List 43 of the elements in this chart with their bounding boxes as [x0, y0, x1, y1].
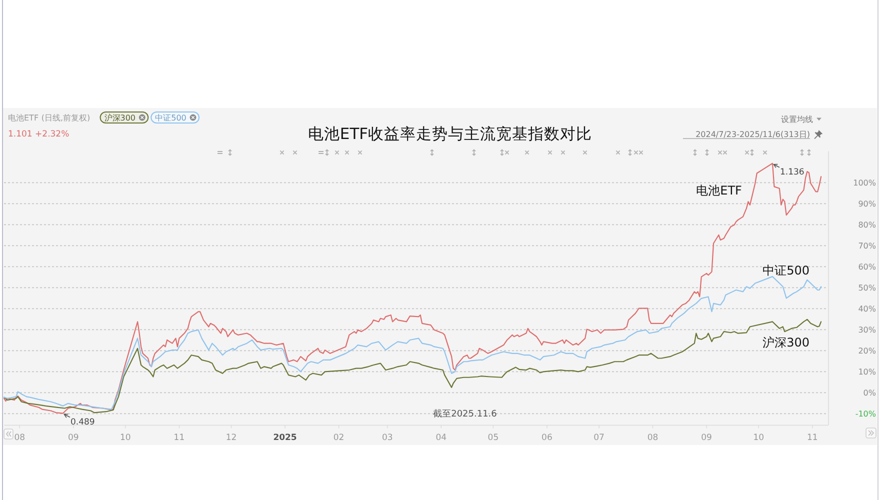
x-tick-label: 09	[701, 433, 712, 443]
line-series	[3, 276, 822, 410]
x-tick-label: 2025	[273, 433, 297, 443]
text: 2024/7/23-2025/11/6(313日)	[696, 130, 810, 139]
y-tick-label: 70%	[858, 242, 876, 251]
x-tick-label: 10	[120, 433, 131, 443]
text: (日线,前复权)	[41, 114, 90, 122]
x-tick-label: 05	[488, 433, 499, 443]
x-tick-label: 07	[594, 433, 604, 443]
x-tick-label: 03	[382, 433, 393, 443]
annotation: 1.136	[780, 167, 804, 178]
y-tick-label: 40%	[858, 304, 876, 314]
y-tick-label: 80%	[858, 220, 876, 230]
x-tick-label: 04	[436, 433, 447, 443]
y-tick-label: 30%	[858, 326, 876, 335]
series-label: 沪深300	[762, 336, 810, 350]
text: 中证500	[155, 114, 186, 122]
text: 沪深300	[104, 114, 136, 122]
x-tick-label: 06	[542, 433, 552, 443]
annotation: 截至2025.11.6	[433, 408, 498, 420]
x-tick-label: 08	[647, 433, 658, 443]
text: 设置均线	[781, 115, 813, 124]
x-tick-label: 12	[226, 433, 237, 443]
y-tick-label: 10%	[858, 368, 876, 377]
x-tick-label: 11	[174, 433, 185, 443]
x-tick-label: 02	[333, 433, 344, 443]
x-tick-label: 09	[68, 433, 79, 443]
y-tick-label: 100%	[853, 178, 876, 188]
y-tick-label: 60%	[858, 262, 876, 272]
y-tick-label: 90%	[858, 200, 876, 209]
y-tick-label: -10%	[855, 410, 876, 419]
x-tick-label: 08	[14, 433, 26, 443]
text: 电池ETF	[8, 114, 39, 122]
series-label: 中证500	[762, 264, 810, 278]
x-tick-label: 10	[753, 433, 764, 443]
y-tick-label: 0%	[863, 388, 876, 398]
y-tick-label: 20%	[858, 346, 876, 356]
annotation: 0.489	[70, 417, 95, 428]
x-tick-label: 11	[806, 433, 818, 443]
text: 1.101 +2.32%	[8, 130, 70, 140]
series-label: 电池ETF	[696, 184, 742, 198]
chart-title: 电池ETF收益率走势与主流宽基指数对比	[308, 125, 592, 143]
y-tick-label: 50%	[858, 284, 876, 293]
